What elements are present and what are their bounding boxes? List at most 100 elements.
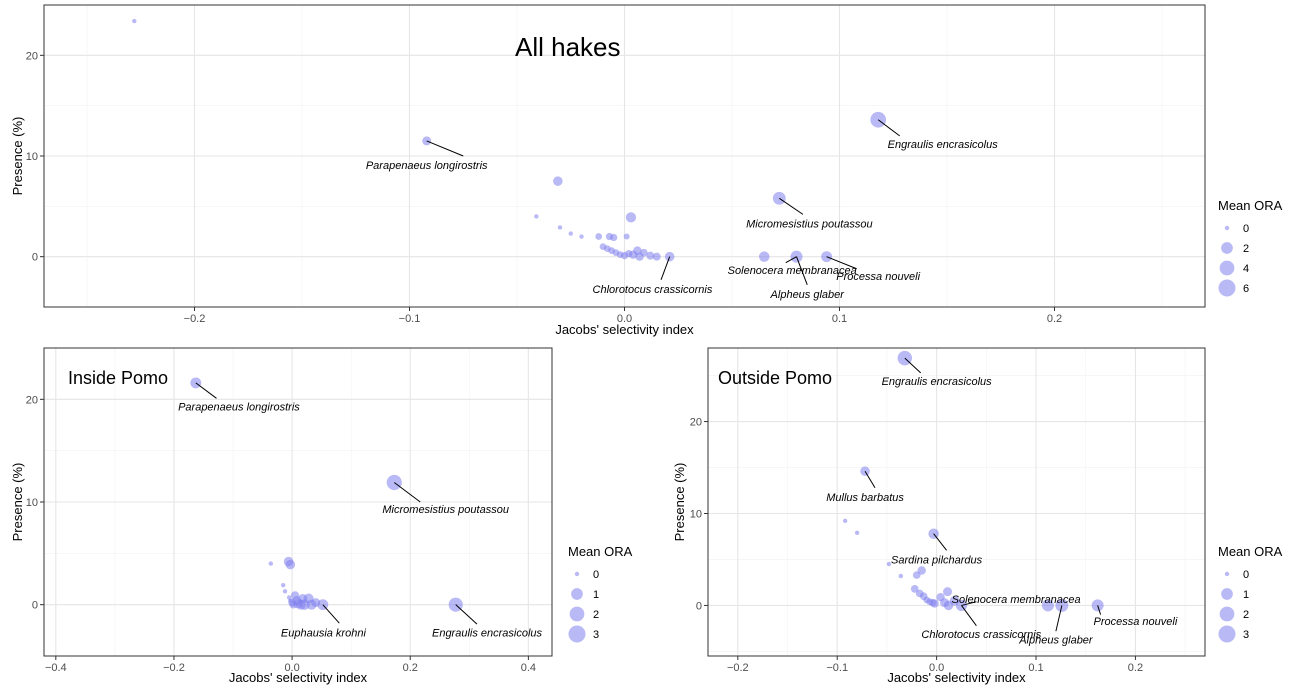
data-point bbox=[842, 518, 848, 524]
data-point bbox=[930, 599, 939, 608]
x-tick-label: 0.0 bbox=[617, 313, 632, 325]
data-point bbox=[625, 212, 637, 223]
data-point bbox=[595, 233, 603, 240]
data-point bbox=[910, 585, 919, 593]
x-axis-title: Jacobs' selectivity index bbox=[555, 322, 694, 337]
annotation-leader bbox=[1097, 605, 1102, 615]
x-tick-label: −0.2 bbox=[163, 662, 185, 674]
annotation-label: Solenocera membranacea bbox=[952, 594, 1081, 606]
legend-key bbox=[1219, 260, 1235, 276]
legend-key bbox=[569, 606, 585, 622]
data-point bbox=[917, 566, 926, 575]
legend-key bbox=[568, 625, 586, 643]
x-axis-title: Jacobs' selectivity index bbox=[229, 670, 368, 685]
data-point bbox=[652, 252, 661, 261]
annotation-label: Solenocera membranacea bbox=[728, 265, 857, 277]
legend-label: 3 bbox=[593, 629, 599, 641]
legend-title: Mean ORA bbox=[1218, 544, 1283, 559]
data-point bbox=[281, 582, 286, 588]
annotation-leader bbox=[1055, 605, 1063, 632]
x-tick-label: −0.2 bbox=[727, 662, 749, 674]
data-point bbox=[623, 233, 630, 240]
legend: Mean ORA 0 1 2 3 bbox=[1218, 544, 1283, 643]
annotation-leader bbox=[904, 357, 922, 374]
annotation-label: Mullus barbatus bbox=[826, 492, 904, 504]
legend-key bbox=[1224, 225, 1230, 231]
y-tick-label: 0 bbox=[32, 252, 38, 264]
y-tick-label: 10 bbox=[690, 508, 702, 520]
annotation-leader bbox=[961, 601, 977, 606]
annotation-leader bbox=[426, 140, 464, 157]
data-point bbox=[943, 587, 953, 597]
annotation-label: Engraulis encrasicolus bbox=[888, 139, 999, 151]
y-tick-label: 10 bbox=[26, 151, 38, 163]
annotation-label: Euphausia krohni bbox=[281, 627, 367, 639]
data-point bbox=[886, 561, 892, 567]
x-tick-label: 0.0 bbox=[929, 662, 944, 674]
panel-title: Outside Pomo bbox=[718, 368, 832, 388]
annotation-label: Engraulis encrasicolus bbox=[882, 376, 993, 388]
annotation-label: Micromesistius poutassou bbox=[382, 504, 509, 516]
legend-label: 1 bbox=[593, 589, 599, 601]
panel-border bbox=[707, 347, 1206, 657]
x-axis-title: Jacobs' selectivity index bbox=[887, 670, 1026, 685]
legend-key bbox=[1224, 571, 1230, 577]
x-tick-label: −0.4 bbox=[45, 662, 67, 674]
annotation-label: Chlorotocus crassicornis bbox=[593, 284, 713, 296]
annotation-label: Chlorotocus crassicornis bbox=[921, 629, 1041, 641]
legend-label: 6 bbox=[1243, 283, 1249, 295]
x-tick-label: 0.2 bbox=[1047, 313, 1062, 325]
legend-label: 4 bbox=[1243, 263, 1249, 275]
legend: Mean ORA 0 2 4 6 bbox=[1218, 198, 1283, 297]
data-point bbox=[534, 214, 539, 219]
y-tick-label: 10 bbox=[26, 497, 38, 509]
y-tick-label: 20 bbox=[690, 417, 702, 429]
legend-title: Mean ORA bbox=[568, 544, 633, 559]
y-axis-title: Presence (%) bbox=[10, 117, 25, 196]
y-tick-label: 20 bbox=[26, 50, 38, 62]
panel-title: Inside Pomo bbox=[68, 368, 168, 388]
annotation-leader bbox=[660, 256, 671, 280]
annotation-leader bbox=[796, 256, 808, 286]
annotation-leader bbox=[933, 533, 947, 551]
x-tick-label: 0.1 bbox=[832, 313, 847, 325]
annotation-leader bbox=[877, 119, 900, 137]
annotation-label: Sardina pilchardus bbox=[891, 554, 983, 566]
legend: Mean ORA 0 1 2 3 bbox=[568, 544, 633, 643]
data-point bbox=[311, 598, 321, 608]
legend-key bbox=[571, 588, 583, 600]
panel-background bbox=[708, 348, 1205, 656]
x-tick-label: 0.1 bbox=[1028, 662, 1043, 674]
data-point bbox=[579, 234, 584, 239]
x-tick-label: 0.2 bbox=[403, 662, 418, 674]
data-point bbox=[282, 589, 288, 594]
legend-label: 0 bbox=[1243, 569, 1249, 581]
x-tick-label: 0.0 bbox=[284, 662, 299, 674]
annotation-label: Processa nouveli bbox=[836, 271, 920, 283]
legend-key bbox=[1219, 606, 1235, 622]
legend-label: 0 bbox=[593, 569, 599, 581]
annotation-label: Micromesistius poutassou bbox=[746, 218, 873, 230]
legend-key bbox=[1221, 242, 1233, 254]
data-point bbox=[568, 231, 573, 236]
legend-label: 1 bbox=[1243, 589, 1249, 601]
legend-title: Mean ORA bbox=[1218, 198, 1283, 213]
x-tick-label: 0.4 bbox=[521, 662, 536, 674]
y-axis-title: Presence (%) bbox=[10, 463, 25, 542]
annotation-leader bbox=[322, 604, 340, 624]
x-tick-label: −0.2 bbox=[184, 313, 206, 325]
data-point bbox=[557, 225, 563, 230]
legend-label: 2 bbox=[593, 609, 599, 621]
annotation-leader bbox=[779, 197, 804, 215]
annotation-leader bbox=[393, 482, 421, 503]
legend-key bbox=[574, 571, 580, 577]
legend-key bbox=[1218, 625, 1236, 643]
annotation-leader bbox=[826, 256, 857, 270]
annotation-label: Alpheus glaber bbox=[1018, 634, 1094, 646]
annotation-leader bbox=[864, 470, 876, 489]
y-tick-label: 0 bbox=[696, 600, 702, 612]
annotation-leader bbox=[455, 604, 478, 625]
